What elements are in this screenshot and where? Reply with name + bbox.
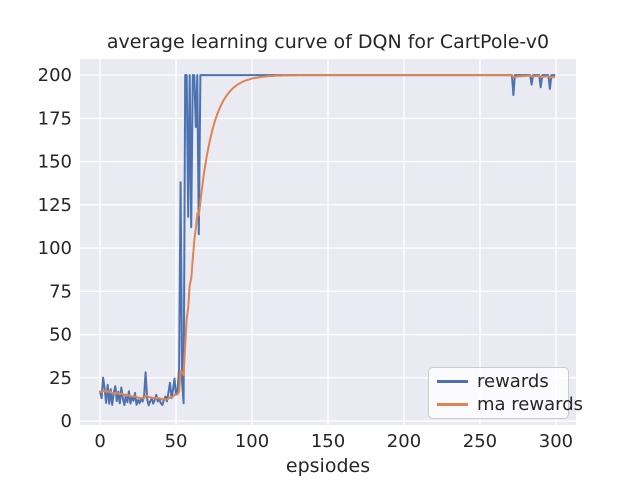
x-axis-label: epsiodes	[285, 455, 371, 477]
y-tick-label: 200	[38, 65, 72, 86]
y-tick-label: 50	[49, 325, 72, 346]
x-tick-label: 150	[311, 431, 345, 452]
y-tick-label: 25	[49, 368, 72, 389]
legend: rewards ma rewards	[428, 367, 583, 419]
legend-label-ma-rewards: ma rewards	[477, 393, 584, 415]
x-tick-label: 250	[463, 431, 497, 452]
legend-label-rewards: rewards	[477, 370, 549, 392]
ma-rewards-line-swatch	[437, 403, 468, 406]
x-tick-label: 200	[387, 431, 421, 452]
y-tick-label: 75	[49, 281, 72, 302]
chart-title: average learning curve of DQN for CartPo…	[106, 31, 550, 53]
y-tick-label: 0	[61, 411, 72, 432]
ma-rewards-line	[99, 74, 556, 401]
y-tick-label: 175	[38, 108, 72, 129]
x-tick-label: 100	[235, 431, 269, 452]
y-tick-label: 150	[38, 152, 72, 173]
legend-item-rewards: rewards	[437, 370, 560, 392]
rewards-line-swatch	[437, 380, 468, 383]
y-tick-label: 125	[38, 195, 72, 216]
x-tick-label: 0	[94, 431, 105, 452]
legend-item-ma-rewards: ma rewards	[437, 395, 583, 414]
y-tick-label: 100	[38, 238, 72, 259]
x-tick-label: 300	[539, 431, 573, 452]
x-tick-label: 50	[165, 431, 188, 452]
